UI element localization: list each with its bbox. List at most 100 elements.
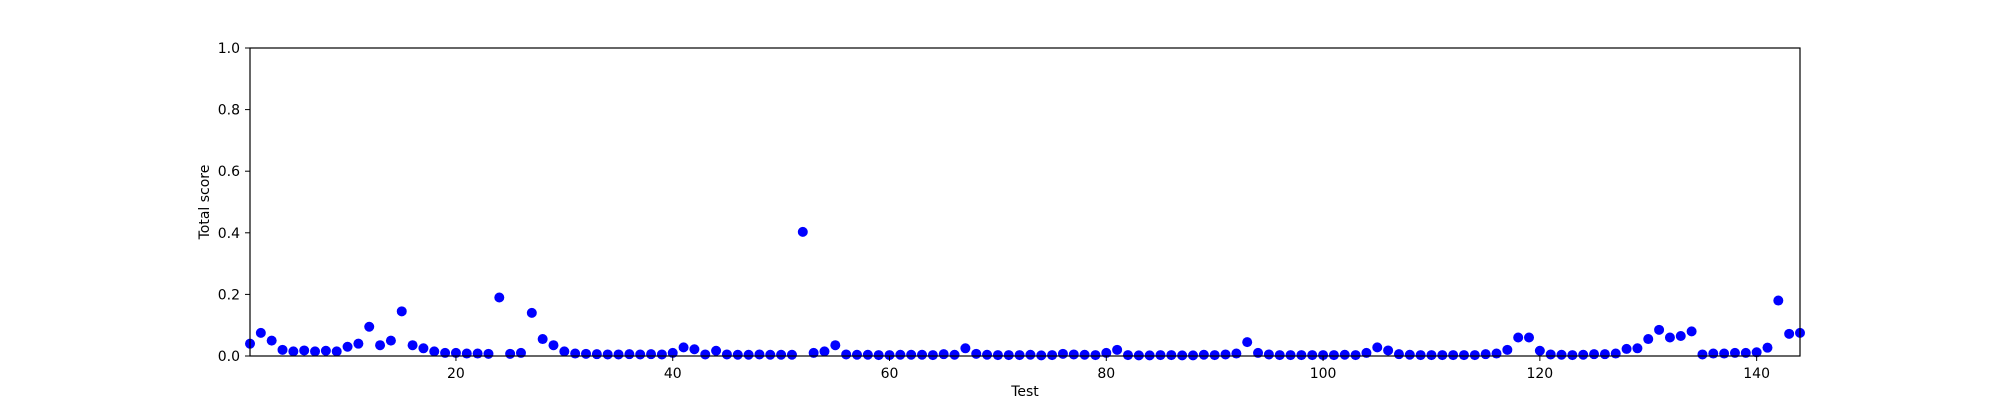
data-point	[938, 349, 949, 360]
data-point	[1643, 334, 1654, 345]
data-point	[353, 338, 364, 349]
plot-frame	[249, 47, 1801, 357]
data-point	[1621, 343, 1632, 354]
data-point	[331, 346, 342, 357]
data-point	[1578, 349, 1589, 360]
data-point	[375, 340, 386, 351]
data-point	[1014, 350, 1025, 361]
data-point	[429, 346, 440, 357]
data-point	[1469, 350, 1480, 361]
data-point	[1166, 350, 1177, 361]
y-tick-label: 0.6	[218, 164, 240, 180]
x-axis-ticks: 20 40 60 80 100 120 140	[447, 356, 1770, 382]
data-point	[906, 349, 917, 360]
data-point	[1328, 350, 1339, 361]
data-point	[1112, 344, 1123, 355]
data-point	[418, 343, 429, 354]
data-point	[1632, 343, 1643, 354]
y-axis-ticks: 0.0 0.2 0.4 0.6 0.8 1.0	[218, 41, 250, 365]
data-point	[851, 349, 862, 360]
data-point	[646, 349, 657, 360]
data-point	[559, 346, 570, 357]
data-point	[1610, 348, 1621, 359]
data-point	[786, 349, 797, 360]
data-point	[342, 341, 353, 352]
data-point	[1318, 350, 1329, 361]
data-point	[1675, 330, 1686, 341]
data-point	[548, 340, 559, 351]
data-point	[1090, 350, 1101, 361]
data-point	[1589, 349, 1600, 360]
data-point	[1296, 350, 1307, 361]
x-tick-label: 100	[1310, 366, 1337, 382]
data-point	[364, 321, 375, 332]
data-point	[960, 343, 971, 354]
data-point	[1057, 348, 1068, 359]
data-point	[1133, 350, 1144, 361]
data-points	[245, 226, 1805, 361]
data-point	[1188, 350, 1199, 361]
data-point	[1339, 349, 1350, 360]
x-axis-label: Test	[1010, 384, 1039, 400]
data-point	[895, 349, 906, 360]
data-point	[526, 307, 537, 318]
y-axis-label: Total score	[197, 165, 213, 241]
data-point	[1025, 349, 1036, 360]
data-point	[1285, 350, 1296, 361]
data-point	[884, 350, 895, 361]
data-point	[1198, 349, 1209, 360]
data-point	[483, 348, 494, 359]
data-point	[1036, 350, 1047, 361]
data-point	[1751, 347, 1762, 358]
data-point	[288, 346, 299, 357]
data-point	[971, 348, 982, 359]
data-point	[1556, 349, 1567, 360]
data-point	[1415, 350, 1426, 361]
data-point	[602, 349, 613, 360]
data-point	[537, 334, 548, 345]
data-point	[591, 349, 602, 360]
x-tick-label: 120	[1526, 366, 1553, 382]
data-point	[266, 335, 277, 346]
data-point	[1426, 350, 1437, 361]
data-point	[776, 349, 787, 360]
data-point	[310, 346, 321, 357]
data-point	[1209, 350, 1220, 361]
data-point	[570, 348, 581, 359]
data-point	[1079, 349, 1090, 360]
data-point	[862, 349, 873, 360]
data-point	[624, 349, 635, 360]
data-point	[1654, 324, 1665, 335]
data-point	[1242, 337, 1253, 348]
data-point	[1697, 349, 1708, 360]
data-point	[1762, 342, 1773, 353]
data-point	[1122, 350, 1133, 361]
data-point	[1664, 332, 1675, 343]
data-point	[1719, 348, 1730, 359]
data-point	[407, 340, 418, 351]
data-point	[1448, 350, 1459, 361]
data-point	[1350, 350, 1361, 361]
data-point	[678, 342, 689, 353]
data-point	[830, 340, 841, 351]
data-point	[1383, 345, 1394, 356]
data-point	[1708, 348, 1719, 359]
data-point	[700, 349, 711, 360]
data-point	[1773, 295, 1784, 306]
x-tick-label: 40	[664, 366, 682, 382]
data-point	[1458, 350, 1469, 361]
x-tick-label: 140	[1743, 366, 1770, 382]
data-point	[743, 349, 754, 360]
data-point	[1177, 350, 1188, 361]
data-point	[1393, 349, 1404, 360]
data-point	[949, 349, 960, 360]
data-point	[1480, 349, 1491, 360]
data-point	[1372, 342, 1383, 353]
data-point	[927, 350, 938, 361]
data-point	[797, 226, 808, 237]
data-point	[1307, 350, 1318, 361]
data-point	[1784, 328, 1795, 339]
data-point	[1068, 349, 1079, 360]
data-point	[1513, 332, 1524, 343]
data-point	[1155, 350, 1166, 361]
